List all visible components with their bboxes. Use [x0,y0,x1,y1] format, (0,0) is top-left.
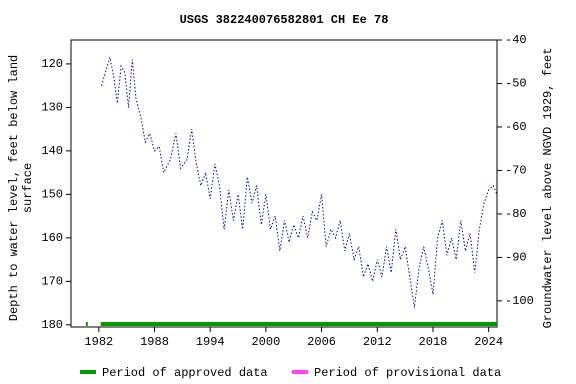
x-tick-label: 2006 [307,335,336,349]
y-tick-label: 160 [41,231,63,245]
y-axis-label: Depth to water level, feet below land [7,55,21,321]
chart-title: USGS 382240076582801 CH Ee 78 [180,13,389,27]
legend-label: Period of approved data [102,366,268,380]
y-tick-label: 180 [41,318,63,332]
period-bar [100,322,498,326]
legend-label: Period of provisional data [314,366,501,380]
y2-tick-label: -90 [505,251,527,265]
legend-swatch [292,370,308,374]
x-tick-label: 2018 [419,335,448,349]
x-tick-label: 2012 [363,335,392,349]
y-tick-label: 120 [41,57,63,71]
y2-tick-label: -70 [505,164,527,178]
period-bar [85,322,88,326]
y2-tick-label: -40 [505,33,527,47]
y2-tick-label: -80 [505,207,527,221]
y2-tick-label: -60 [505,120,527,134]
y2-tick-label: -50 [505,77,527,91]
plot-frame [70,39,498,328]
y2-axis-label: Groundwater level above NGVD 1929, feet [541,48,555,329]
legend-swatch [80,370,96,374]
y-tick-label: 130 [41,101,63,115]
x-tick-label: 2000 [251,335,280,349]
x-tick-label: 1994 [196,335,225,349]
x-tick-label: 2024 [474,335,503,349]
y-axis-label: surface [21,163,35,213]
y-tick-label: 150 [41,188,63,202]
x-tick-label: 1988 [140,335,169,349]
y2-tick-label: -100 [505,294,534,308]
x-tick-label: 1982 [84,335,113,349]
y-tick-label: 170 [41,275,63,289]
data-line [101,57,498,308]
y-tick-label: 140 [41,144,63,158]
